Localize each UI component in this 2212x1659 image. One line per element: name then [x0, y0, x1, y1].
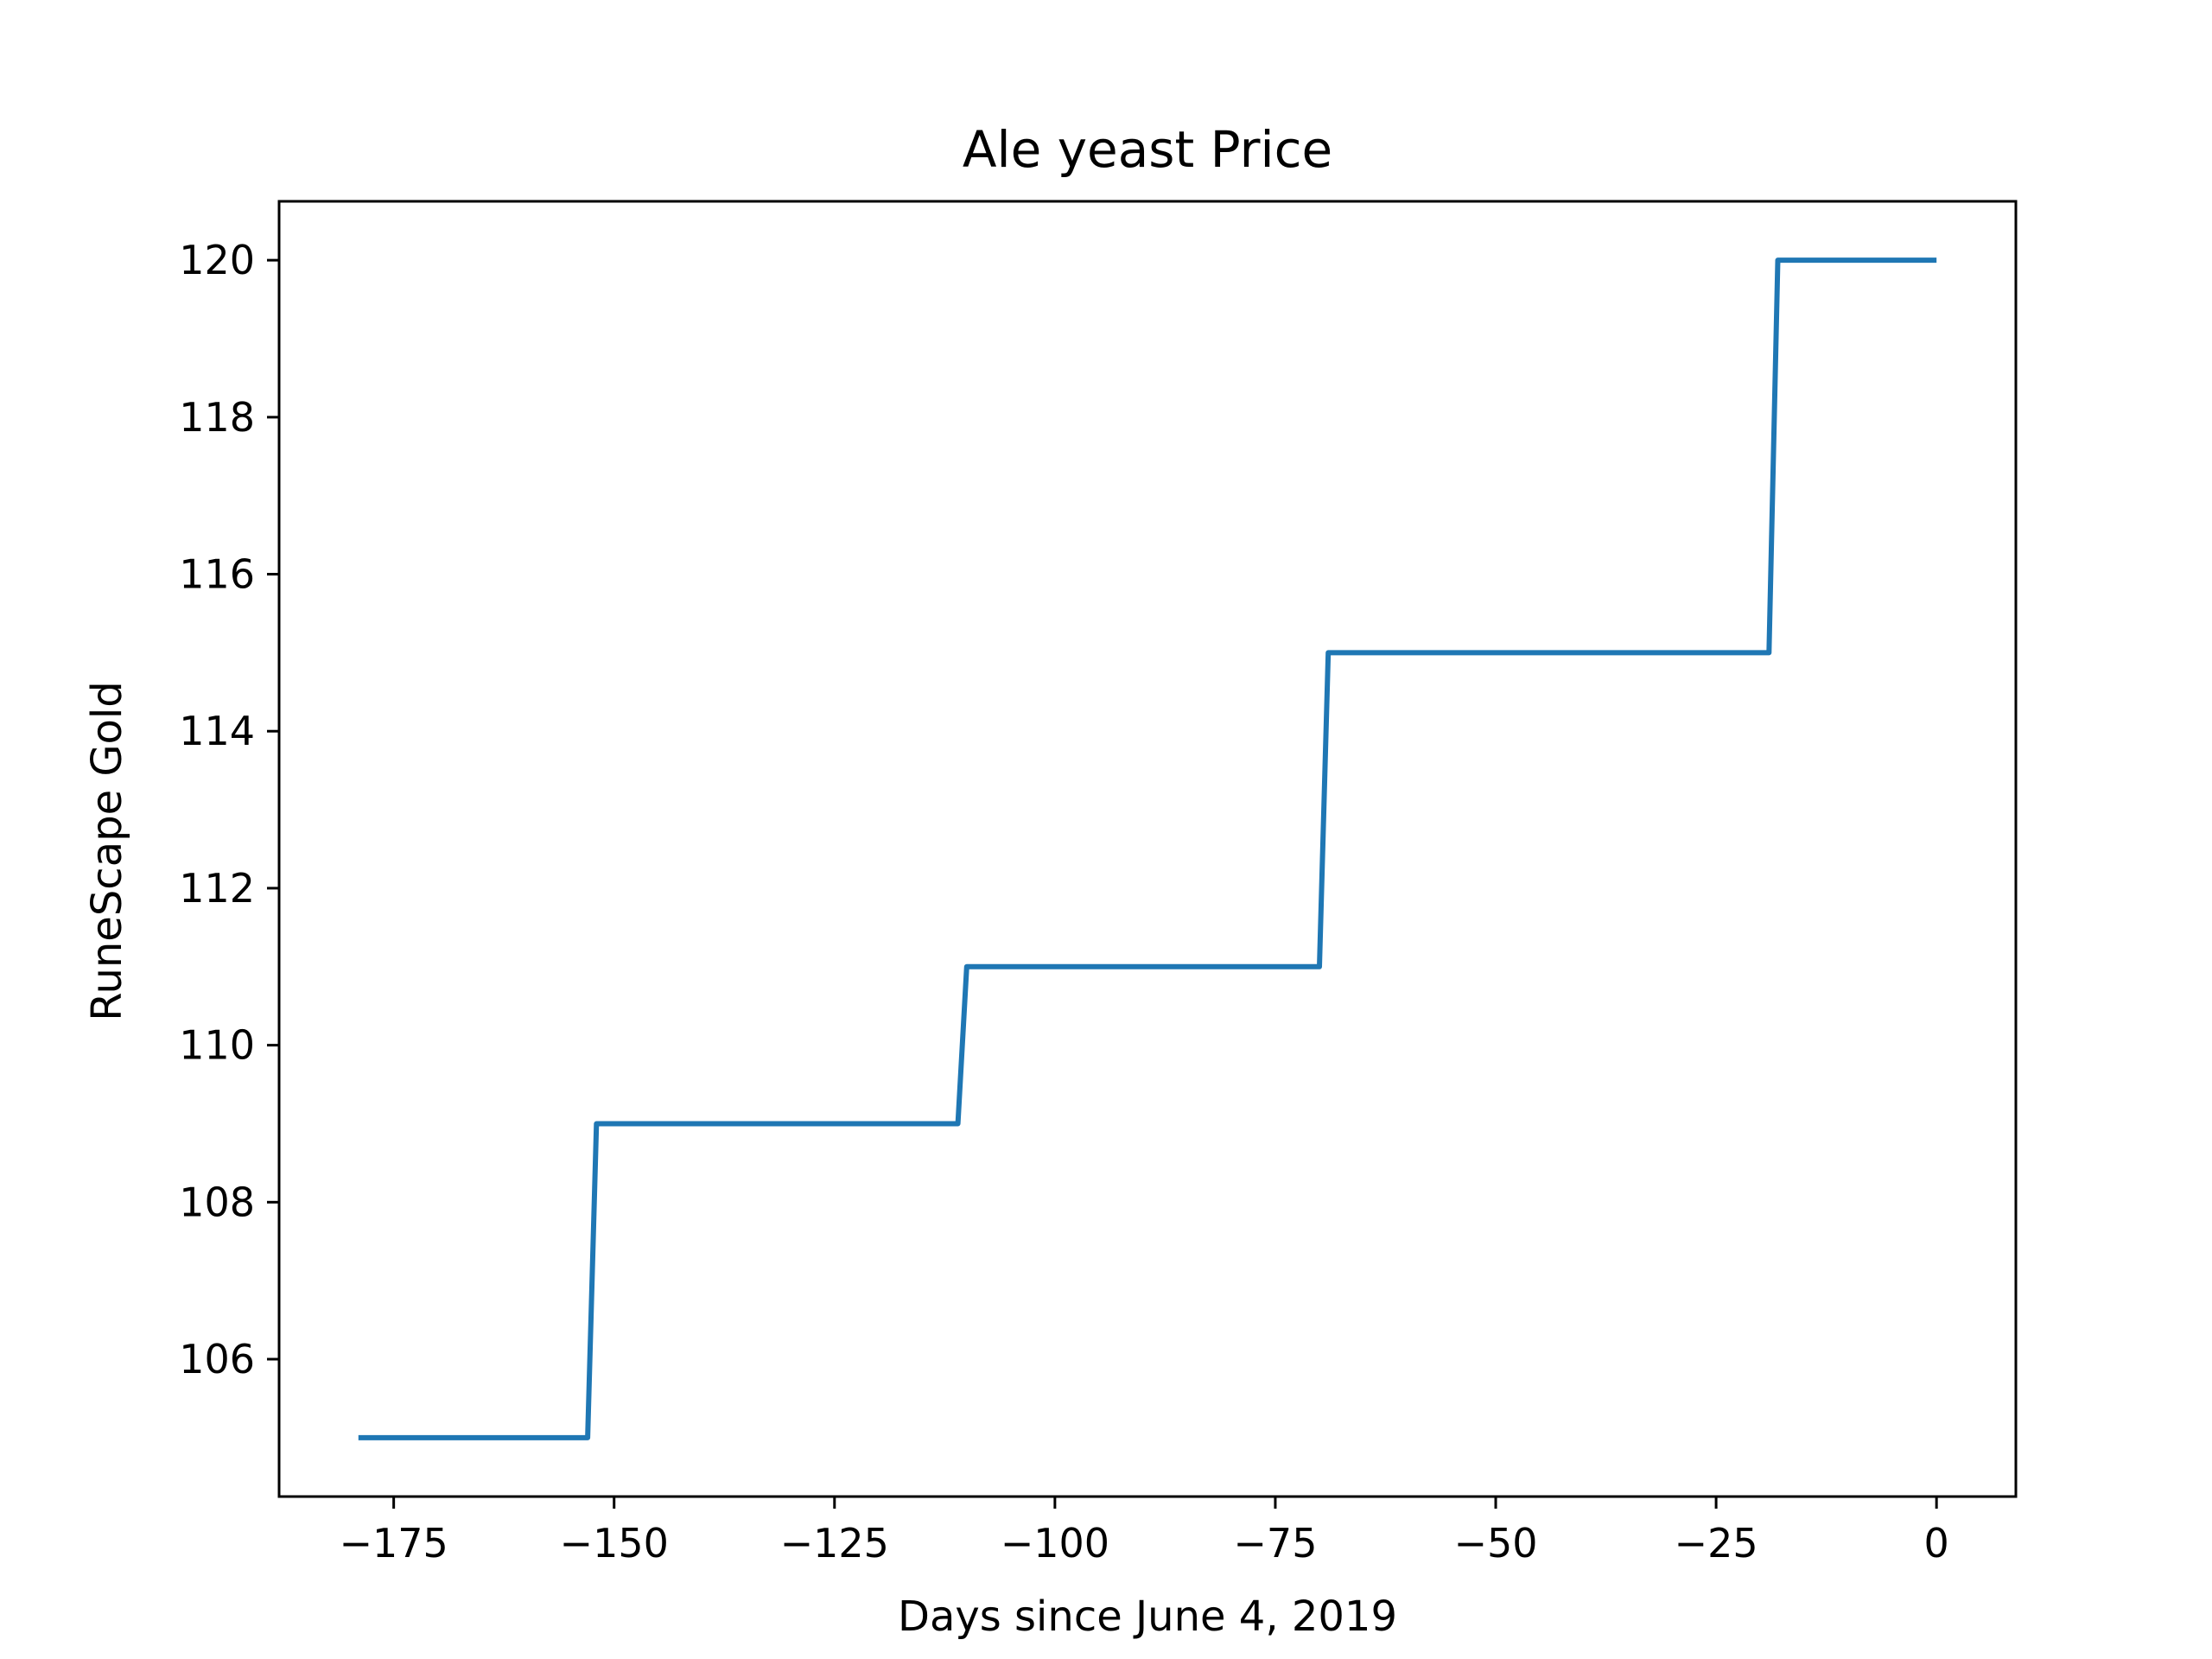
series-line: [358, 257, 1937, 1440]
x-tick-label: −150: [560, 1520, 669, 1567]
plot-area: [358, 257, 1937, 1440]
y-tick-label: 114: [179, 708, 255, 754]
x-tick-label: −100: [1001, 1520, 1109, 1567]
y-tick-label: 118: [179, 394, 255, 441]
x-tick-label: −50: [1453, 1520, 1537, 1567]
x-tick-label: −25: [1675, 1520, 1758, 1567]
y-tick-label: 106: [179, 1336, 255, 1382]
y-tick-label: 116: [179, 551, 255, 598]
y-axis-label: RuneScape Gold: [83, 681, 131, 1020]
y-tick-label: 120: [179, 237, 255, 283]
x-tick-label: −75: [1233, 1520, 1317, 1567]
y-tick-label: 110: [179, 1022, 255, 1069]
x-tick-label: −125: [780, 1520, 889, 1567]
x-axis-label: Days since June 4, 2019: [898, 1592, 1397, 1641]
y-axis: 106 108 110 112 114 116 118 120: [179, 237, 279, 1382]
x-tick-label: −175: [339, 1520, 448, 1567]
y-tick-label: 108: [179, 1179, 255, 1225]
plot-frame: [277, 200, 2018, 1498]
chart-title: Ale yeast Price: [963, 120, 1332, 179]
y-tick-label: 112: [179, 865, 255, 912]
x-tick-label: 0: [1924, 1520, 1949, 1567]
x-axis: −175 −150 −125 −100 −75 −50 −25 0: [339, 1497, 1949, 1567]
